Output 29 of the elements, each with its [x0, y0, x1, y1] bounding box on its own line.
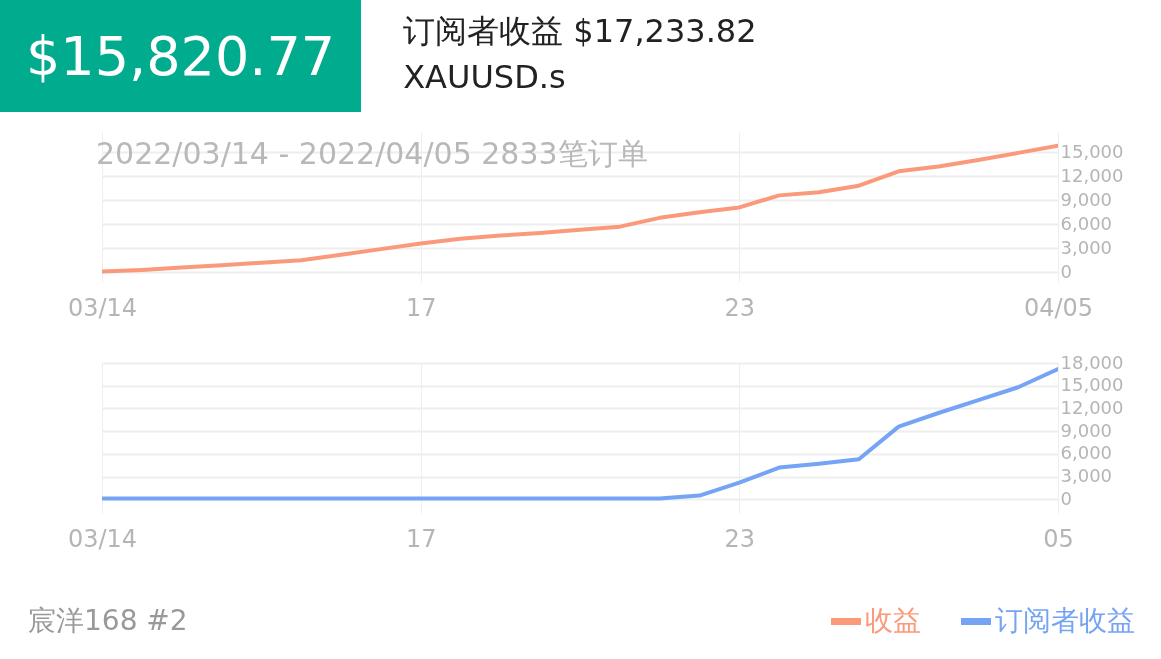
text: XAUUSD.s	[403, 57, 567, 98]
x-tick-label: 03/14	[67, 524, 138, 553]
x-tick-label: 03/14	[67, 293, 138, 322]
x-tick-label: 05	[1043, 524, 1074, 553]
y-tick-label: 6,000	[1060, 212, 1113, 234]
y-tick-label: 18,000	[1060, 351, 1124, 373]
y-tick-label: 0	[1060, 260, 1072, 282]
x-tick-label: 23	[724, 524, 756, 553]
legend-label: 订阅者收益	[994, 603, 1135, 639]
text: 宸洋168 #2	[28, 603, 188, 639]
x-tick-label: 17	[405, 293, 437, 322]
x-tick-label: 23	[724, 293, 756, 322]
y-tick-label: 15,000	[1060, 140, 1124, 162]
annotation: 2022/03/14 - 2022/04/05 2833笔订单	[96, 136, 648, 171]
y-tick-label: 3,000	[1060, 465, 1113, 487]
y-tick-label: 6,000	[1060, 442, 1113, 464]
y-tick-label: 3,000	[1060, 236, 1113, 258]
y-tick-label: 0	[1060, 487, 1072, 509]
x-tick-label: 17	[405, 524, 437, 553]
y-tick-label: 12,000	[1060, 164, 1124, 186]
x-tick-label: 04/05	[1023, 293, 1094, 322]
y-tick-label: 9,000	[1060, 419, 1113, 441]
legend-label: 收益	[864, 603, 921, 639]
y-tick-label: 9,000	[1060, 188, 1113, 210]
y-tick-label: 12,000	[1060, 396, 1124, 418]
line-series	[102, 367, 1058, 501]
chart-title: $15,820.77	[0, 0, 362, 112]
y-tick-label: 15,000	[1060, 374, 1124, 396]
chart-subtitle: 订阅者收益 $17,233.82	[403, 11, 757, 52]
